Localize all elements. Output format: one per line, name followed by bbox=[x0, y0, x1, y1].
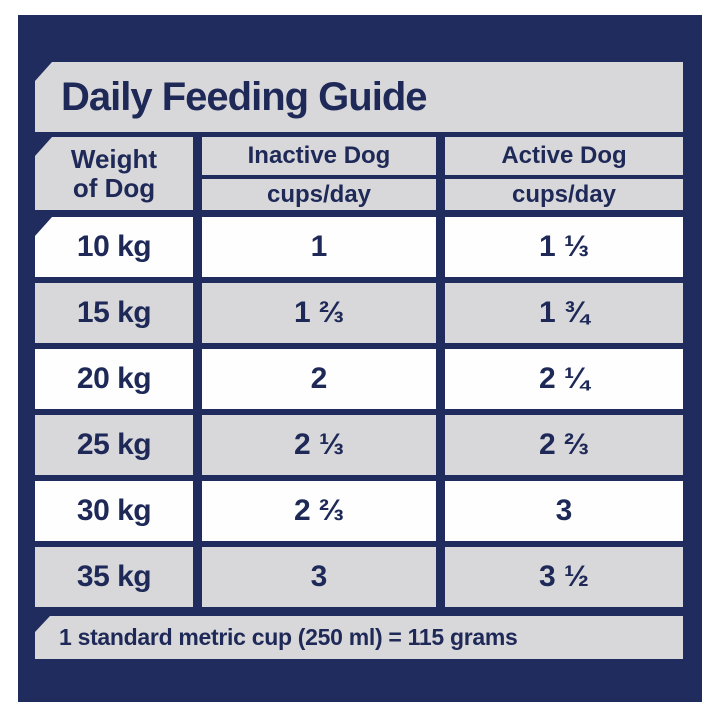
active-dog-label: Active Dog bbox=[445, 137, 683, 175]
header-divider bbox=[445, 175, 683, 179]
navy-panel: Daily Feeding Guide Weight of Dog Inacti… bbox=[18, 15, 702, 702]
inactive-value-cell: 2 bbox=[202, 349, 436, 409]
inactive-value-cell: 3 bbox=[202, 547, 436, 607]
active-value-cell: 3 bbox=[445, 481, 683, 541]
column-header-active: Active Dog cups/day bbox=[445, 137, 683, 210]
active-value-cell: 2 ¼ bbox=[445, 349, 683, 409]
weight-cell: 35 kg bbox=[35, 547, 193, 607]
weight-cell: 20 kg bbox=[35, 349, 193, 409]
inactive-dog-label: Inactive Dog bbox=[202, 137, 436, 175]
table-body: 10 kg 1 1 ⅓ 15 kg 1 ⅔ 1 ¾ 20 kg 2 2 ¼ 25… bbox=[35, 217, 683, 607]
weight-cell: 25 kg bbox=[35, 415, 193, 475]
weight-header-line2: of Dog bbox=[72, 172, 156, 203]
table-row: 10 kg 1 1 ⅓ bbox=[35, 217, 683, 277]
weight-cell: 15 kg bbox=[35, 283, 193, 343]
weight-cell: 30 kg bbox=[35, 481, 193, 541]
active-value-cell: 1 ⅓ bbox=[445, 217, 683, 277]
column-header-inactive: Inactive Dog cups/day bbox=[202, 137, 436, 210]
active-value-cell: 1 ¾ bbox=[445, 283, 683, 343]
inactive-value-cell: 2 ⅓ bbox=[202, 415, 436, 475]
table-row: 15 kg 1 ⅔ 1 ¾ bbox=[35, 283, 683, 343]
table-row: 25 kg 2 ⅓ 2 ⅔ bbox=[35, 415, 683, 475]
table-row: 20 kg 2 2 ¼ bbox=[35, 349, 683, 409]
weight-header-line1: Weight bbox=[70, 144, 158, 175]
inactive-value-cell: 1 ⅔ bbox=[202, 283, 436, 343]
header-divider bbox=[202, 175, 436, 179]
active-dog-unit: cups/day bbox=[445, 179, 683, 210]
active-value-cell: 2 ⅔ bbox=[445, 415, 683, 475]
table-row: 30 kg 2 ⅔ 3 bbox=[35, 481, 683, 541]
page-title: Daily Feeding Guide bbox=[61, 74, 428, 119]
column-header-weight: Weight of Dog bbox=[35, 137, 193, 210]
inactive-value-cell: 2 ⅔ bbox=[202, 481, 436, 541]
footer-note-text: 1 standard metric cup (250 ml) = 115 gra… bbox=[59, 624, 518, 650]
active-value-cell: 3 ½ bbox=[445, 547, 683, 607]
inactive-value-cell: 1 bbox=[202, 217, 436, 277]
table-header-row: Weight of Dog Inactive Dog cups/day Acti… bbox=[35, 137, 683, 210]
feeding-table: Weight of Dog Inactive Dog cups/day Acti… bbox=[35, 137, 683, 607]
title-bar: Daily Feeding Guide bbox=[35, 62, 683, 132]
table-row: 35 kg 3 3 ½ bbox=[35, 547, 683, 607]
footer-note: 1 standard metric cup (250 ml) = 115 gra… bbox=[35, 616, 683, 659]
inactive-dog-unit: cups/day bbox=[202, 179, 436, 210]
weight-cell: 10 kg bbox=[35, 217, 193, 277]
